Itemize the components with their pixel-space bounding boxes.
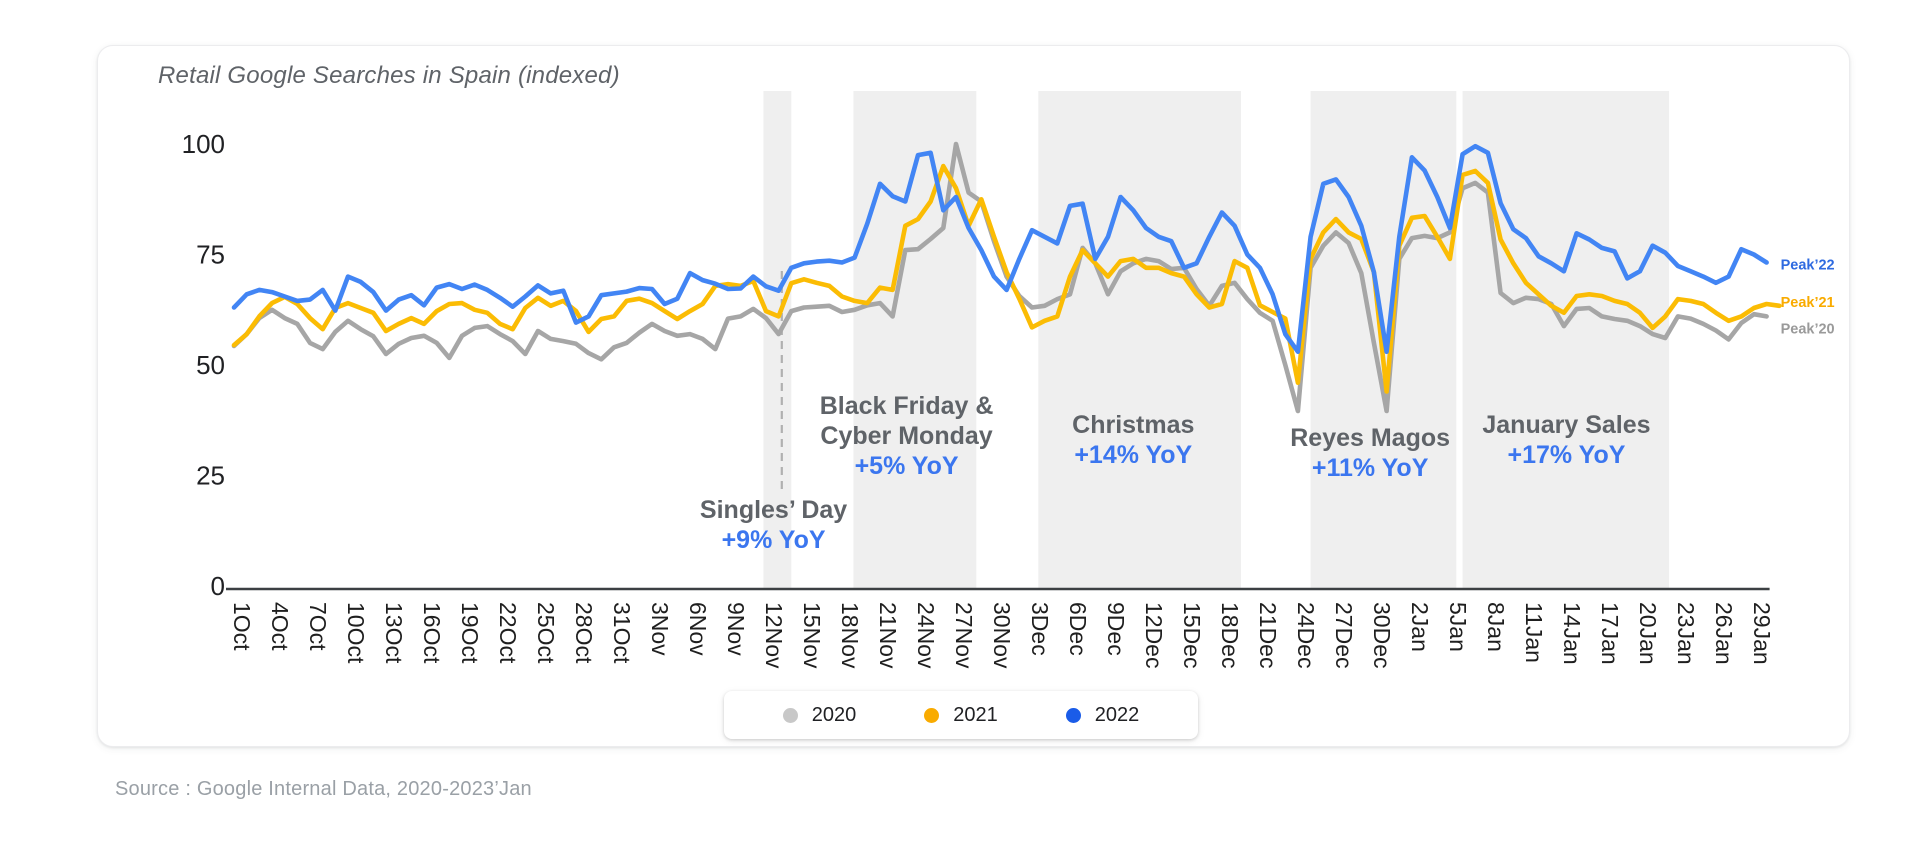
- x-axis-tick-label: 27Dec: [1331, 602, 1357, 668]
- y-axis-tick-label: 50: [196, 350, 225, 380]
- legend-item-2021: 2021: [924, 704, 998, 727]
- event-yoy-label-4: +17% YoY: [1508, 441, 1626, 469]
- x-axis-tick-label: 20Jan: [1635, 602, 1661, 665]
- x-axis-tick-label: 27Nov: [951, 602, 977, 669]
- x-axis-tick-label: 3Dec: [1027, 602, 1053, 656]
- x-axis-tick-label: 11Jan: [1521, 602, 1547, 663]
- legend-label-2020: 2020: [811, 703, 857, 726]
- x-axis-tick-label: 15Nov: [799, 602, 825, 669]
- x-axis-tick-label: 25Oct: [533, 602, 559, 664]
- x-axis-tick-label: 6Nov: [685, 602, 711, 656]
- series-line-2022: [231, 143, 1769, 355]
- legend-dot-2021: [924, 707, 940, 723]
- x-axis-tick-label: 21Dec: [1255, 602, 1281, 668]
- event-band-4: [1462, 91, 1670, 589]
- event-label-1: Cyber Monday: [820, 422, 992, 450]
- event-band-2: [1038, 91, 1241, 589]
- event-label-4: January Sales: [1482, 411, 1650, 439]
- event-yoy-label-3: +11% YoY: [1312, 454, 1429, 482]
- y-axis-tick-label: 0: [211, 571, 225, 601]
- legend-item-2020: 2020: [782, 703, 857, 727]
- x-axis-tick-label: 1Oct: [229, 602, 255, 651]
- x-axis-tick-label: 15Dec: [1179, 602, 1205, 668]
- x-axis-tick-label: 9Nov: [723, 602, 749, 656]
- x-axis-tick-label: 23Jan: [1673, 602, 1699, 665]
- x-axis-tick-label: 29Jan: [1749, 602, 1775, 665]
- x-axis-tick-label: 4Oct: [267, 602, 293, 651]
- legend-label-2021: 2021: [953, 703, 998, 726]
- x-axis-tick-label: 3Nov: [647, 602, 673, 656]
- event-label-3: Reyes Magos: [1290, 424, 1450, 452]
- x-axis-tick-label: 16Oct: [419, 602, 445, 664]
- x-axis-tick-label: 22Oct: [495, 602, 521, 664]
- line-end-label-2022: Peak’22: [1781, 257, 1835, 273]
- x-axis-tick-label: 13Oct: [381, 602, 407, 664]
- x-axis-tick-label: 18Dec: [1217, 602, 1243, 668]
- x-axis-tick-label: 18Nov: [837, 602, 863, 669]
- chart-card: Retail Google Searches in Spain (indexed…: [97, 45, 1850, 747]
- x-axis-tick-label: 31Oct: [609, 602, 635, 664]
- x-axis-tick-label: 6Dec: [1065, 602, 1091, 656]
- x-axis-tick-label: 5Jan: [1445, 602, 1471, 652]
- x-axis-tick-label: 28Oct: [571, 602, 597, 664]
- x-axis-tick-label: 12Nov: [761, 602, 787, 669]
- chart-title: Retail Google Searches in Spain (indexed…: [158, 62, 620, 89]
- x-axis-tick-label: 21Nov: [875, 602, 901, 669]
- event-yoy-label-2: +14% YoY: [1074, 441, 1192, 469]
- x-axis-tick-label: 9Dec: [1103, 602, 1129, 656]
- x-axis-tick-label: 24Dec: [1293, 602, 1319, 668]
- source-note: Source : Google Internal Data, 2020-2023…: [115, 778, 532, 800]
- x-axis-tick-label: 7Oct: [305, 602, 331, 651]
- series-line-2021: [231, 163, 1782, 394]
- x-axis-tick-label: 30Nov: [989, 602, 1015, 669]
- line-end-label-2021: Peak’21: [1781, 295, 1835, 311]
- x-axis-tick-label: 24Nov: [913, 602, 939, 669]
- y-axis-tick-label: 75: [196, 240, 225, 270]
- x-axis-tick-label: 10Oct: [343, 602, 369, 664]
- y-axis-tick-label: 25: [196, 461, 225, 491]
- x-axis-tick-label: 19Oct: [457, 602, 483, 664]
- event-label-1: Black Friday &: [820, 392, 994, 420]
- x-axis-tick-label: 8Jan: [1483, 602, 1509, 652]
- x-axis-tick-label: 2Jan: [1407, 602, 1433, 652]
- chart-legend: 2020 2021 2022: [724, 691, 1198, 739]
- legend-dot-2020: [782, 707, 798, 723]
- event-label-0: Singles’ Day: [700, 496, 847, 524]
- legend-dot-2022: [1065, 707, 1081, 723]
- legend-item-2022: 2022: [1065, 703, 1140, 727]
- event-yoy-label-0: +9% YoY: [722, 526, 826, 554]
- line-end-label-2020: Peak’20: [1781, 321, 1835, 337]
- event-band-0: [763, 91, 792, 589]
- y-axis-tick-label: 100: [182, 129, 225, 159]
- x-axis-tick-label: 17Jan: [1597, 602, 1623, 665]
- event-label-2: Christmas: [1072, 411, 1194, 439]
- x-axis-tick-label: 12Dec: [1141, 602, 1167, 668]
- x-axis-tick-label: 30Dec: [1369, 602, 1395, 668]
- x-axis-tick-label: 14Jan: [1559, 602, 1585, 665]
- legend-label-2022: 2022: [1094, 703, 1140, 726]
- x-axis-tick-label: 26Jan: [1711, 602, 1737, 665]
- event-yoy-label-1: +5% YoY: [855, 452, 959, 480]
